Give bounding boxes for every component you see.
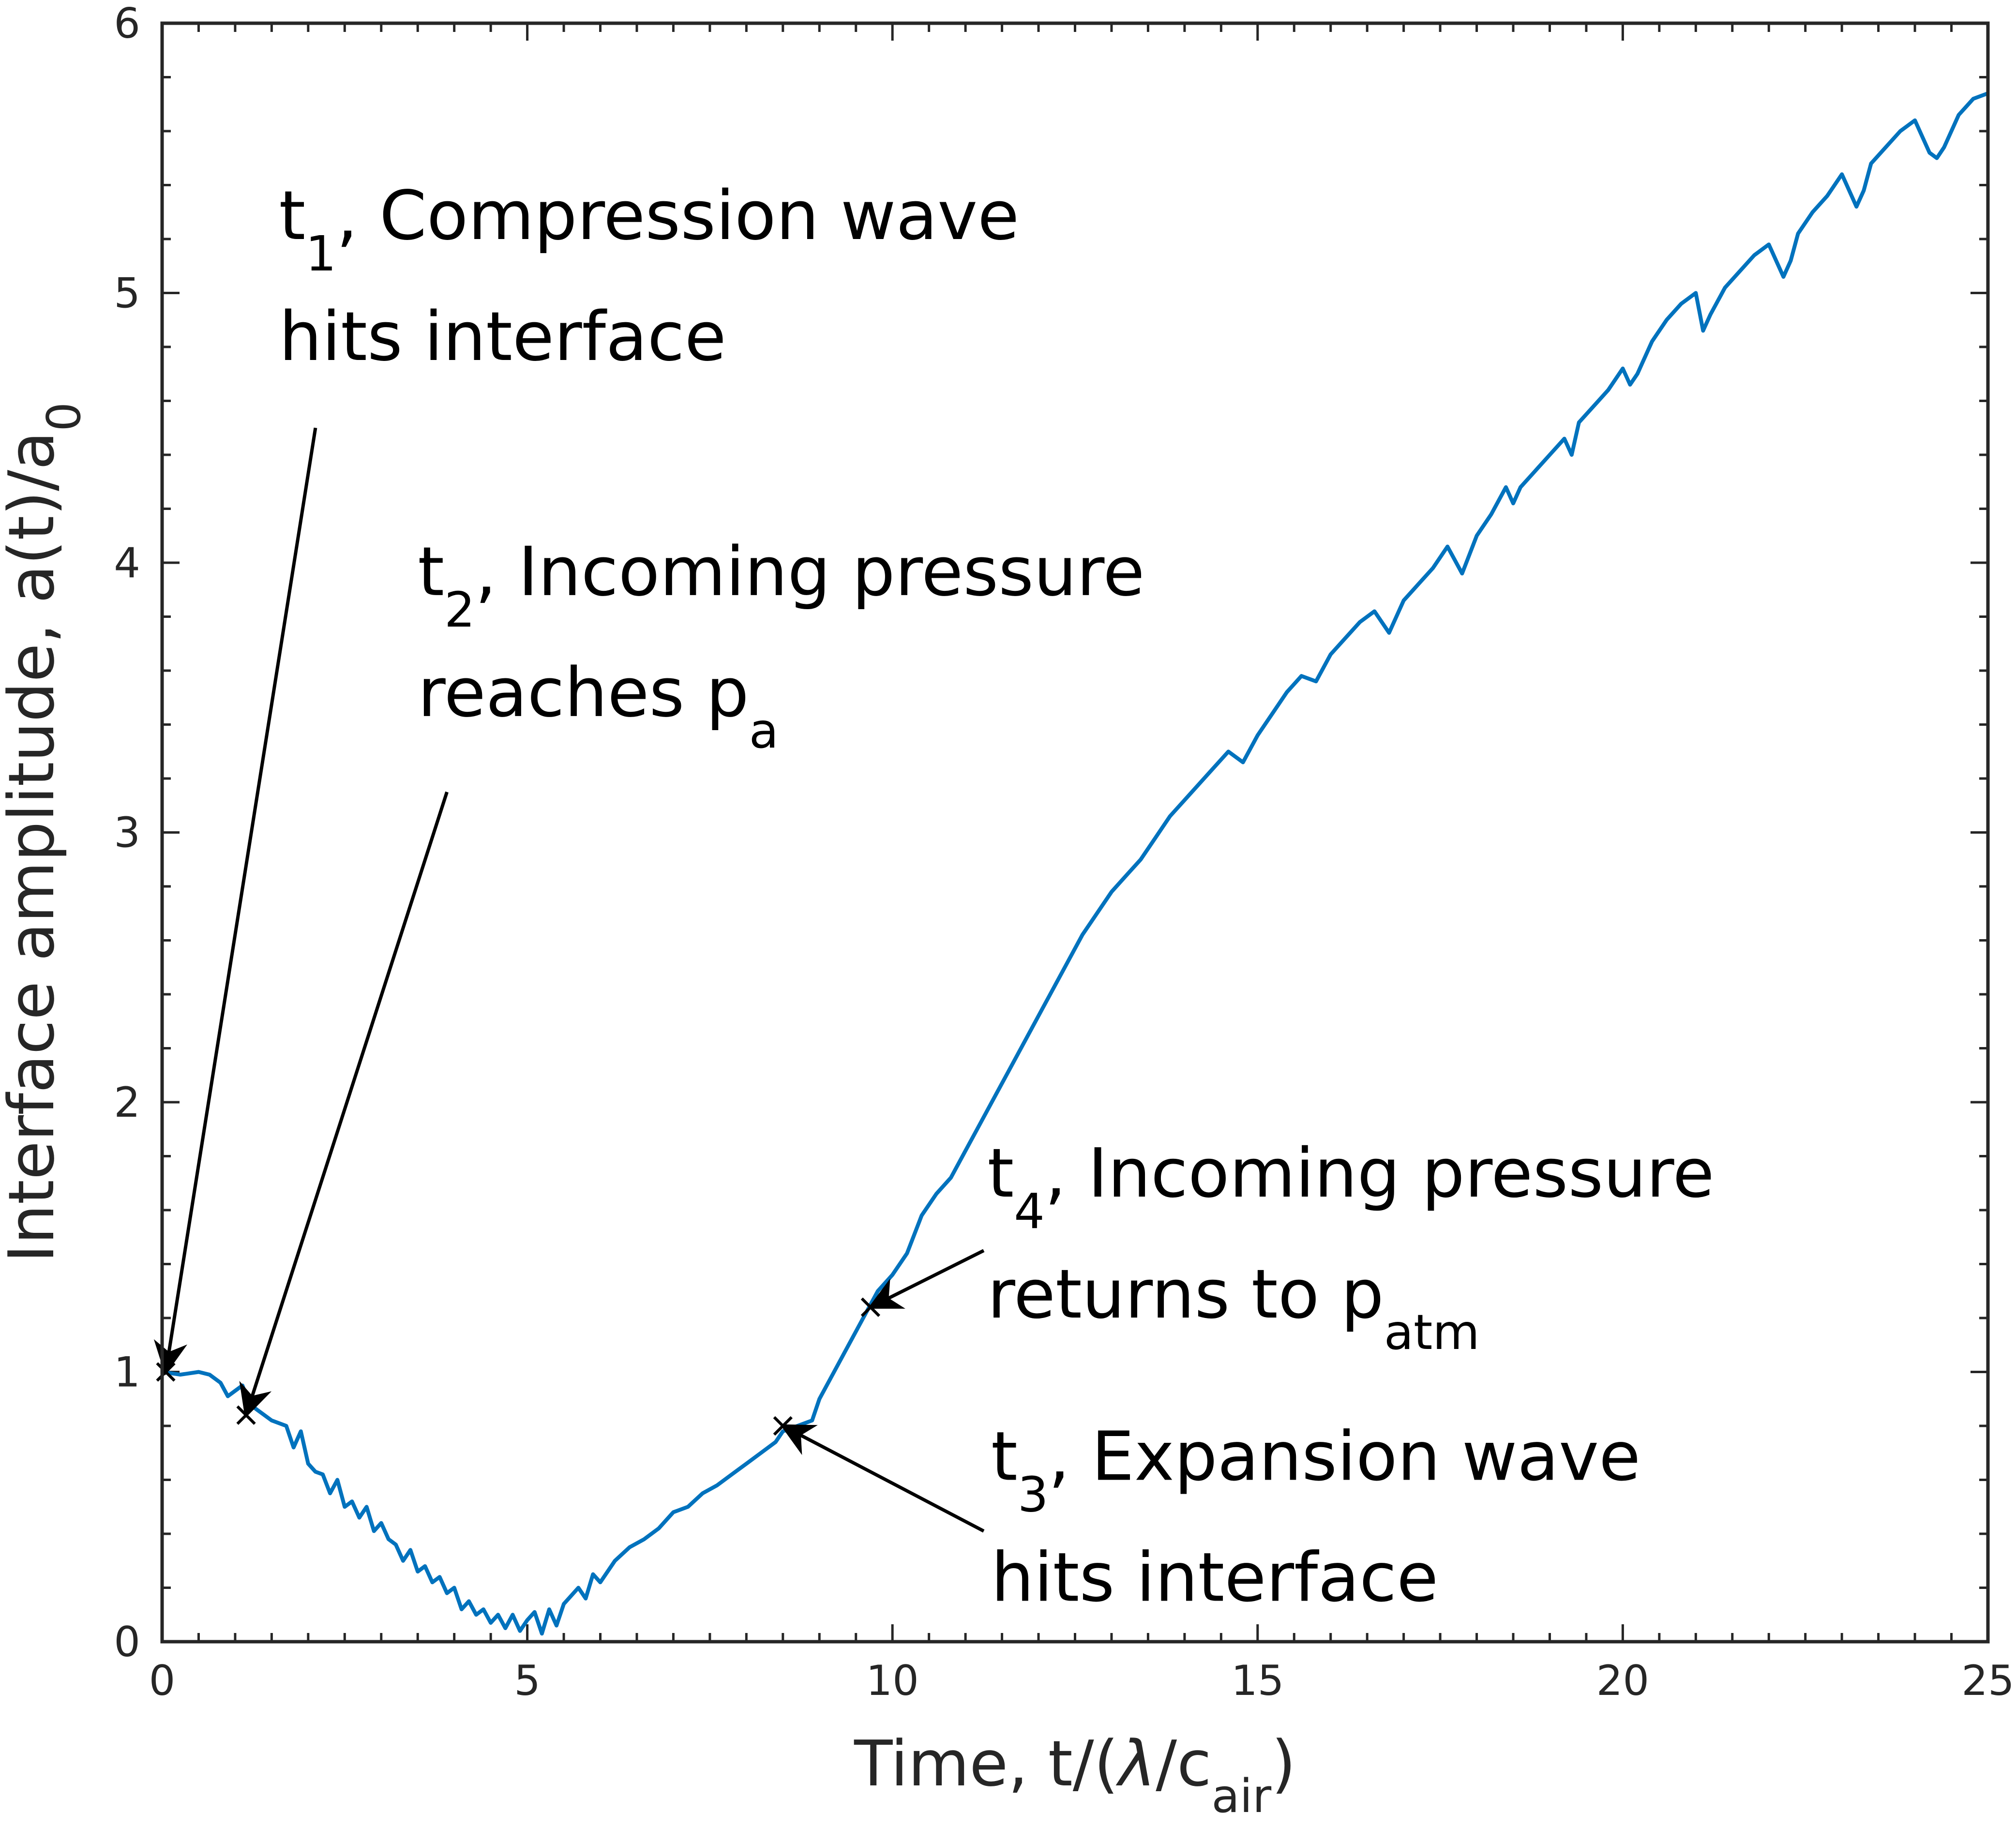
- annotation-line-2: hits interface: [991, 1539, 1438, 1617]
- x-tick-label: 5: [514, 1657, 541, 1705]
- annotation: t2, Incoming pressure reaches pa: [239, 533, 1144, 1419]
- y-tick-label: 4: [114, 539, 140, 587]
- annotation-line-1: t1, Compression wave: [279, 177, 1019, 282]
- x-tick-label: 10: [866, 1657, 918, 1705]
- y-tick-label: 1: [114, 1348, 140, 1397]
- line-layer: [162, 91, 1989, 1636]
- annotation: t4, Incoming pressure returns to patm: [867, 1134, 1715, 1361]
- event-marker: [236, 1405, 256, 1425]
- x-tick-label: 20: [1596, 1657, 1649, 1705]
- x-tick-label: 15: [1231, 1657, 1284, 1705]
- annotation: t1, Compression wave hits interface: [153, 177, 1019, 1376]
- annotation-arrow: [867, 1249, 985, 1309]
- y-tick-label: 5: [114, 270, 140, 318]
- annotation-line-1: t2, Incoming pressure: [418, 533, 1144, 638]
- annotation-arrow: [153, 427, 317, 1376]
- y-axis-title: Interface amplitude, a(t)/a0: [0, 402, 91, 1263]
- x-tick-label: 0: [149, 1657, 176, 1705]
- y-tick-label: 6: [114, 0, 140, 48]
- annotation-arrow: [780, 1424, 985, 1533]
- x-tick-label: 25: [1961, 1657, 2014, 1705]
- y-tick-label: 2: [114, 1078, 140, 1127]
- annotation-layer: t1, Compression wave hits interface t2, In…: [153, 177, 1715, 1617]
- annotation-line-1: t3, Expansion wave: [991, 1418, 1640, 1523]
- y-tick-label: 0: [114, 1618, 140, 1666]
- ticks-layer: 0 5 10 15 20 25 0 1 2 3 4 5 6: [114, 0, 2014, 1705]
- plot-frame: [160, 21, 1990, 1644]
- annotation: t3, Expansion wave hits interface: [780, 1418, 1640, 1617]
- series-line: [162, 91, 1989, 1636]
- annotation-arrow: [239, 791, 449, 1419]
- annotation-line-2: hits interface: [279, 298, 726, 376]
- annotation-line-2: returns to patm: [987, 1255, 1479, 1361]
- y-tick-label: 3: [114, 809, 140, 857]
- annotation-line-2: reaches pa: [418, 654, 779, 759]
- annotation-line-1: t4, Incoming pressure: [987, 1134, 1714, 1240]
- x-axis-title: Time, t/(λ/cair): [854, 1727, 1296, 1823]
